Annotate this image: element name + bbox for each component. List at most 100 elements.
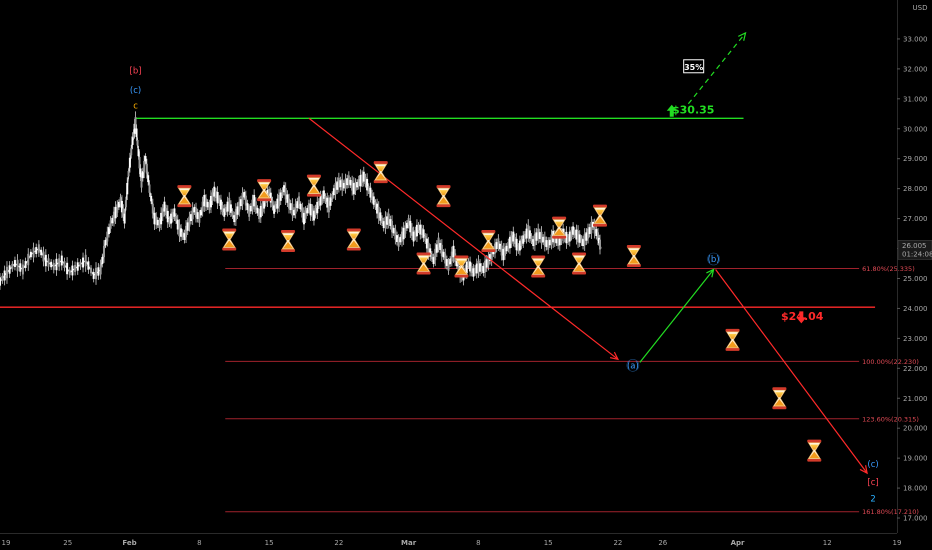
price-candle-body[interactable]	[60, 255, 63, 266]
price-candle-body[interactable]	[527, 224, 530, 237]
price-candle-body[interactable]	[444, 253, 447, 264]
price-candle-body[interactable]	[558, 233, 561, 246]
price-candle-body[interactable]	[221, 205, 224, 213]
price-candle-body[interactable]	[261, 203, 264, 212]
price-candle-body[interactable]	[336, 181, 339, 190]
price-candle-body[interactable]	[138, 157, 141, 169]
price-candle-body[interactable]	[440, 244, 443, 257]
price-candle-body[interactable]	[575, 229, 578, 240]
price-candle-body[interactable]	[341, 178, 344, 191]
price-candle-body[interactable]	[141, 171, 144, 179]
price-candle-body[interactable]	[512, 231, 515, 242]
price-candle-body[interactable]	[344, 178, 347, 189]
price-candle-body[interactable]	[532, 239, 535, 246]
price-candle-body[interactable]	[143, 160, 146, 173]
price-candle-body[interactable]	[386, 216, 389, 225]
price-candle-body[interactable]	[176, 219, 179, 230]
price-candle-body[interactable]	[502, 248, 505, 261]
price-candle-body[interactable]	[381, 217, 384, 224]
projection-arrow-line[interactable]	[715, 269, 868, 474]
price-candle-body[interactable]	[296, 201, 299, 209]
price-candle-body[interactable]	[188, 216, 191, 227]
price-candle-body[interactable]	[3, 270, 6, 281]
price-candle-body[interactable]	[588, 227, 591, 235]
price-candle-body[interactable]	[24, 261, 27, 268]
price-candle-body[interactable]	[170, 213, 173, 224]
price-candle-body[interactable]	[244, 195, 247, 206]
price-candle-body[interactable]	[165, 208, 168, 216]
price-candle-body[interactable]	[208, 203, 211, 211]
price-candle-body[interactable]	[585, 232, 588, 241]
price-candle-body[interactable]	[533, 233, 536, 246]
price-candle-body[interactable]	[498, 243, 501, 250]
price-candle-body[interactable]	[490, 248, 493, 261]
price-candle-body[interactable]	[495, 242, 498, 249]
projection-arrow-head[interactable]	[859, 465, 868, 475]
price-candle-body[interactable]	[332, 188, 335, 196]
price-candle-body[interactable]	[410, 227, 413, 236]
price-candle-body[interactable]	[213, 186, 216, 197]
price-candle-body[interactable]	[587, 228, 590, 239]
price-candle-body[interactable]	[342, 182, 345, 189]
price-candle-body[interactable]	[239, 199, 242, 207]
price-candle-body[interactable]	[186, 222, 189, 231]
price-candle-body[interactable]	[470, 266, 473, 273]
price-candle-body[interactable]	[248, 208, 251, 217]
projection-arrow[interactable]	[639, 268, 715, 363]
up-arrow-icon[interactable]	[666, 104, 677, 117]
price-candle-body[interactable]	[228, 197, 231, 210]
price-candle-body[interactable]	[66, 262, 69, 275]
price-candle-body[interactable]	[415, 224, 418, 237]
projection-arrow[interactable]	[308, 117, 620, 361]
price-candle-body[interactable]	[513, 237, 516, 244]
price-candle-body[interactable]	[593, 223, 596, 234]
price-candle-body[interactable]	[193, 206, 196, 213]
price-candle-body[interactable]	[316, 201, 319, 214]
percent-box[interactable]	[683, 59, 705, 74]
price-candle-body[interactable]	[124, 200, 127, 208]
price-candle-body[interactable]	[412, 231, 415, 242]
price-candle-body[interactable]	[148, 184, 151, 193]
price-candle-body[interactable]	[477, 260, 480, 273]
price-candle-body[interactable]	[366, 178, 369, 191]
price-candle-body[interactable]	[435, 244, 438, 253]
price-candle-body[interactable]	[405, 222, 408, 229]
price-candle-body[interactable]	[530, 235, 533, 242]
last-price-tag[interactable]	[897, 240, 932, 260]
price-candle-body[interactable]	[583, 233, 586, 246]
price-candle-body[interactable]	[82, 257, 85, 268]
price-candle-body[interactable]	[565, 231, 568, 244]
price-candle-body[interactable]	[171, 212, 174, 220]
price-candle-body[interactable]	[307, 203, 310, 211]
price-candle-body[interactable]	[312, 210, 315, 221]
price-candle-body[interactable]	[131, 136, 134, 145]
price-candle-body[interactable]	[68, 269, 71, 276]
price-candle-body[interactable]	[302, 212, 305, 225]
price-candle-body[interactable]	[384, 216, 387, 229]
price-candle-body[interactable]	[570, 230, 573, 238]
price-candle-body[interactable]	[130, 148, 133, 156]
price-candle-body[interactable]	[198, 214, 201, 223]
down-arrow-icon[interactable]	[796, 311, 807, 324]
price-candle-body[interactable]	[391, 220, 394, 233]
price-candle-body[interactable]	[314, 208, 317, 216]
price-candle-body[interactable]	[76, 262, 79, 271]
price-candle-body[interactable]	[472, 268, 475, 277]
price-candle-body[interactable]	[204, 198, 207, 207]
price-candle-body[interactable]	[147, 175, 150, 183]
price-candle-body[interactable]	[404, 225, 407, 234]
price-candle-body[interactable]	[153, 212, 156, 225]
projection-arrow-line[interactable]	[308, 117, 619, 360]
price-candle-body[interactable]	[190, 214, 193, 222]
price-candle-body[interactable]	[494, 243, 497, 254]
price-candle-body[interactable]	[233, 215, 236, 223]
price-candle-body[interactable]	[111, 217, 114, 224]
price-candle-body[interactable]	[135, 128, 138, 137]
price-candle-body[interactable]	[0, 277, 1, 286]
price-candle-body[interactable]	[382, 221, 385, 229]
price-candle-body[interactable]	[542, 236, 545, 243]
price-candle-body[interactable]	[432, 257, 435, 264]
price-candle-body[interactable]	[52, 263, 55, 270]
price-candle-body[interactable]	[218, 197, 221, 204]
projection-arrow-head[interactable]	[609, 351, 620, 361]
